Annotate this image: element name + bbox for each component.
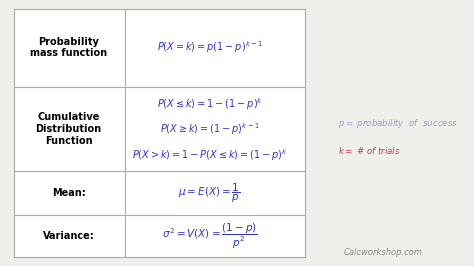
Text: $\sigma^2 = V(X) = \dfrac{(1-p)}{p^2}$: $\sigma^2 = V(X) = \dfrac{(1-p)}{p^2}$ (162, 222, 257, 251)
Text: $k =$ # of trials: $k =$ # of trials (338, 145, 401, 156)
FancyBboxPatch shape (14, 9, 305, 257)
Text: $P(X \geq k)=(1-p)^{k-1}$: $P(X \geq k)=(1-p)^{k-1}$ (160, 121, 260, 137)
Text: Cumulative
Distribution
Function: Cumulative Distribution Function (36, 113, 102, 146)
Text: $p =$ probability  of  success: $p =$ probability of success (338, 117, 457, 130)
Text: Calcworkshop.com: Calcworkshop.com (343, 248, 422, 257)
Text: Probability
mass function: Probability mass function (30, 37, 107, 58)
Text: $P(X>k)=1-P(X \leq k)=(1-p)^{k}$: $P(X>k)=1-P(X \leq k)=(1-p)^{k}$ (132, 147, 288, 163)
Text: Variance:: Variance: (43, 231, 94, 241)
Text: $P(X \leq k)=1-(1-p)^{k}$: $P(X \leq k)=1-(1-p)^{k}$ (156, 96, 263, 112)
Text: $\mu = E(X) = \dfrac{1}{p}$: $\mu = E(X) = \dfrac{1}{p}$ (178, 181, 241, 205)
Text: Mean:: Mean: (52, 188, 85, 198)
Text: $P(X=k)=p(1-p)^{k-1}$: $P(X=k)=p(1-p)^{k-1}$ (157, 40, 263, 55)
